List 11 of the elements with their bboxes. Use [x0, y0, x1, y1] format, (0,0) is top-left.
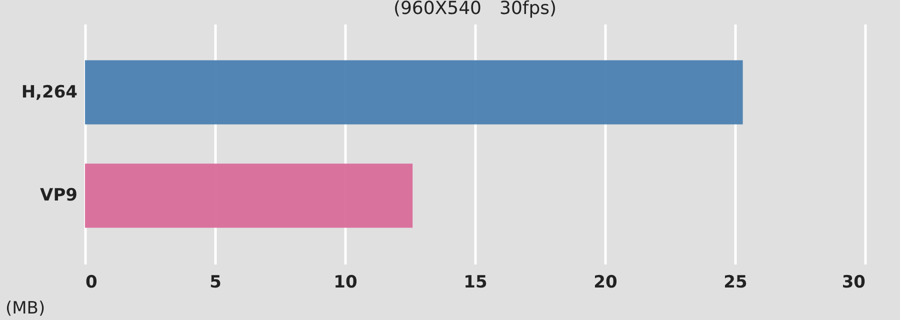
x-tick-label: 10 — [334, 272, 358, 292]
x-tick-label: 20 — [594, 272, 618, 292]
x-tick-label: 15 — [464, 272, 488, 292]
chart-title: (960X540 30fps) — [393, 0, 557, 19]
x-tick-label: 30 — [842, 272, 866, 292]
y-tick-label: H,264 — [21, 82, 78, 102]
x-tick-label: 5 — [210, 272, 222, 292]
x-axis-title: (MB) — [6, 298, 46, 318]
y-tick-label: VP9 — [40, 186, 78, 206]
x-tick-label: 0 — [86, 272, 98, 292]
x-tick-label: 25 — [724, 272, 748, 292]
